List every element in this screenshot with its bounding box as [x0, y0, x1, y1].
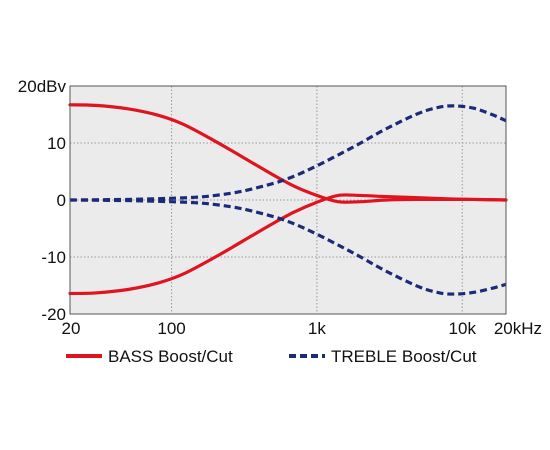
treble-boost-cut-curve-boost [69, 104, 507, 202]
bass-boost-cut-curve-cut [68, 193, 508, 296]
y-tick-label: 0 [57, 191, 66, 210]
y-tick-label: -20 [41, 305, 66, 324]
x-tick-label: 10k [449, 319, 477, 338]
legend-label-bass-boost-cut: BASS Boost/Cut [108, 347, 233, 366]
x-tick-label: 1k [308, 319, 326, 338]
treble-boost-cut-curve-cut [69, 198, 507, 296]
x-tick-labels: 20 100 1k 10k 20kHz [62, 319, 542, 338]
legend: BASS Boost/Cut TREBLE Boost/Cut [66, 347, 477, 366]
y-tick-label: 20dBv [18, 77, 67, 96]
x-tick-label: 100 [157, 319, 185, 338]
y-tick-label: 10 [47, 134, 66, 153]
y-tick-label: -10 [41, 248, 66, 267]
series-layer [68, 103, 508, 296]
plot-frame [69, 85, 507, 315]
x-tick-label: 20 [62, 319, 81, 338]
legend-label-treble-boost-cut: TREBLE Boost/Cut [331, 347, 477, 366]
x-tick-label: 20kHz [494, 319, 542, 338]
y-tick-labels: 20dBv 10 0 -10 -20 [18, 77, 67, 324]
grid-lines [70, 86, 506, 314]
